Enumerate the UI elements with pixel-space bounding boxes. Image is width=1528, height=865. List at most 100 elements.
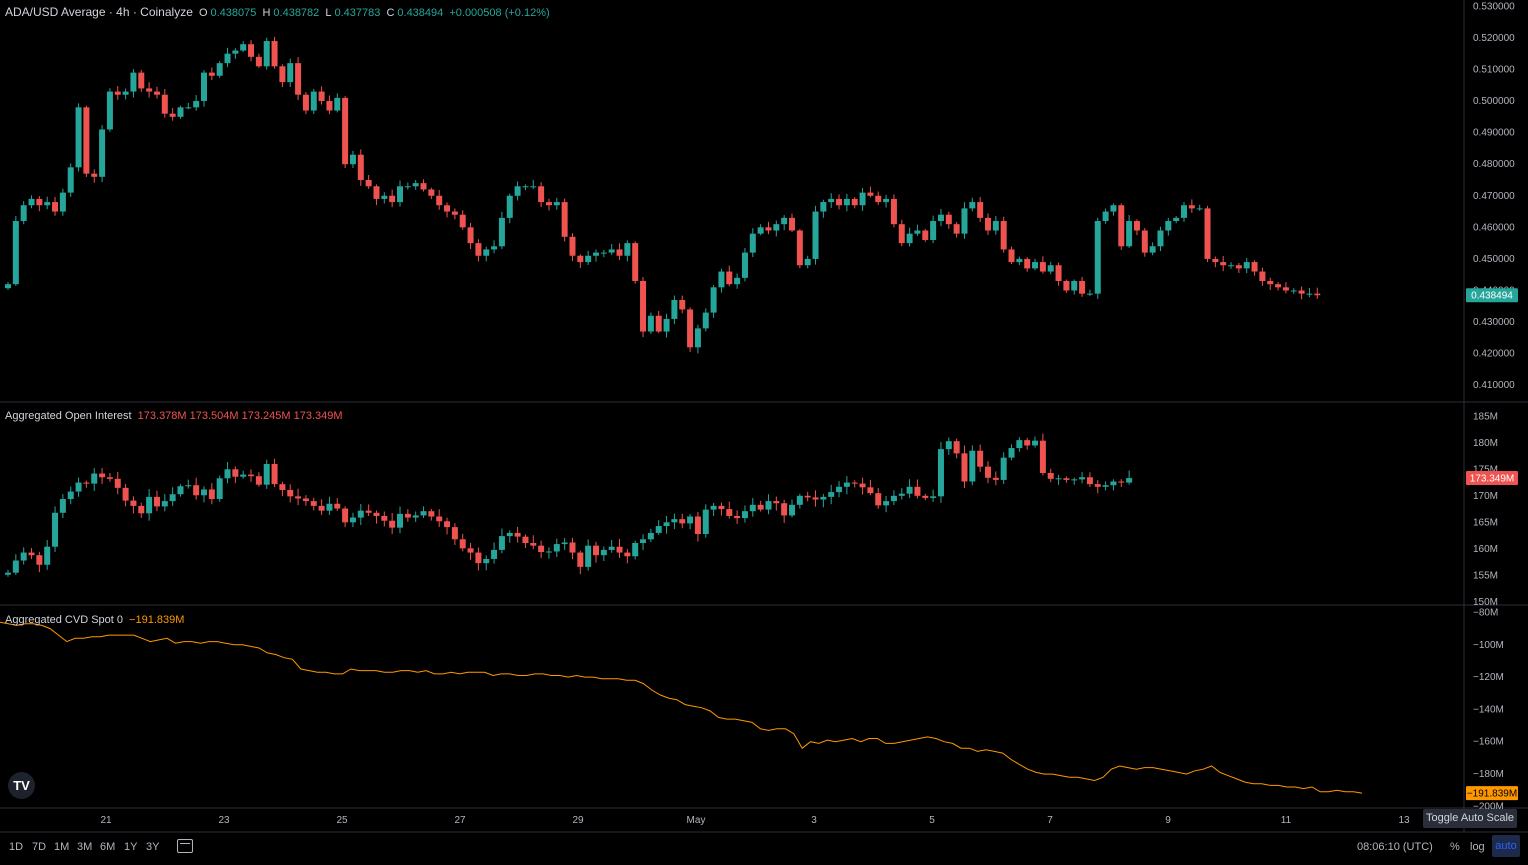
oi-candle[interactable] bbox=[349, 512, 356, 528]
oi-candle[interactable] bbox=[459, 533, 466, 552]
price-candle[interactable] bbox=[655, 311, 662, 334]
price-candle[interactable] bbox=[451, 208, 458, 220]
oi-candle[interactable] bbox=[593, 541, 599, 563]
price-candle[interactable] bbox=[59, 188, 66, 216]
price-candle[interactable] bbox=[412, 180, 419, 190]
price-candle[interactable] bbox=[992, 215, 999, 235]
price-candle[interactable] bbox=[1086, 289, 1093, 296]
oi-candle[interactable] bbox=[467, 542, 474, 560]
oi-candle[interactable] bbox=[608, 539, 615, 553]
oi-candle[interactable] bbox=[75, 477, 82, 497]
price-candle[interactable] bbox=[99, 125, 106, 183]
price-candle[interactable] bbox=[1063, 279, 1070, 293]
price-candle[interactable] bbox=[1032, 258, 1039, 271]
price-candle[interactable] bbox=[146, 82, 153, 98]
price-candle[interactable] bbox=[828, 193, 835, 208]
oi-candle[interactable] bbox=[969, 445, 976, 486]
price-candle[interactable] bbox=[5, 281, 11, 290]
oi-candle[interactable] bbox=[444, 517, 451, 535]
oi-candle[interactable] bbox=[185, 479, 192, 489]
oi-candle[interactable] bbox=[632, 540, 639, 560]
oi-candle[interactable] bbox=[1079, 472, 1086, 484]
range-1d-button[interactable]: 1D bbox=[9, 841, 24, 853]
oi-candle[interactable] bbox=[828, 484, 835, 505]
oi-candle[interactable] bbox=[734, 510, 741, 524]
oi-candle[interactable] bbox=[20, 547, 27, 565]
oi-candle[interactable] bbox=[765, 494, 772, 515]
oi-candle[interactable] bbox=[718, 502, 725, 516]
oi-candle[interactable] bbox=[655, 520, 662, 535]
oi-candle[interactable] bbox=[44, 539, 51, 570]
price-candle[interactable] bbox=[773, 220, 780, 237]
oi-candle[interactable] bbox=[451, 523, 458, 545]
price-candle[interactable] bbox=[1055, 262, 1062, 286]
oi-candle[interactable] bbox=[600, 546, 607, 562]
oi-candle[interactable] bbox=[83, 480, 90, 488]
oi-candle[interactable] bbox=[342, 506, 349, 528]
oi-candle[interactable] bbox=[530, 535, 537, 550]
oi-candle[interactable] bbox=[585, 539, 592, 571]
price-pane[interactable] bbox=[5, 36, 1321, 354]
tradingview-logo-icon[interactable]: TV bbox=[8, 772, 35, 799]
oi-candle[interactable] bbox=[263, 459, 270, 489]
price-candle[interactable] bbox=[295, 57, 302, 101]
price-candle[interactable] bbox=[1181, 201, 1187, 222]
price-candle[interactable] bbox=[953, 222, 960, 238]
oi-candle[interactable] bbox=[310, 497, 317, 511]
oi-candle[interactable] bbox=[945, 437, 952, 455]
oi-candle[interactable] bbox=[522, 534, 529, 548]
oi-candle[interactable] bbox=[326, 496, 333, 515]
oi-candle[interactable] bbox=[1118, 479, 1125, 488]
price-candle[interactable] bbox=[553, 197, 560, 210]
oi-candle[interactable] bbox=[553, 538, 560, 558]
price-candle[interactable] bbox=[569, 233, 576, 262]
price-candle[interactable] bbox=[326, 95, 333, 114]
price-candle[interactable] bbox=[804, 255, 811, 269]
date-range-calendar-icon[interactable] bbox=[177, 839, 193, 853]
price-candle[interactable] bbox=[1102, 208, 1109, 224]
oi-candle[interactable] bbox=[937, 441, 944, 503]
range-7d-button[interactable]: 7D bbox=[32, 841, 47, 853]
price-candle[interactable] bbox=[397, 180, 403, 207]
oi-candle[interactable] bbox=[1063, 476, 1070, 483]
oi-candle[interactable] bbox=[59, 494, 66, 519]
oi-candle[interactable] bbox=[961, 445, 968, 488]
oi-candle[interactable] bbox=[577, 550, 584, 575]
price-candle[interactable] bbox=[687, 307, 694, 352]
price-candle[interactable] bbox=[749, 228, 756, 258]
oi-candle[interactable] bbox=[538, 540, 545, 559]
price-candle[interactable] bbox=[969, 197, 976, 212]
oi-candle[interactable] bbox=[52, 506, 59, 552]
oi-candle[interactable] bbox=[1071, 477, 1078, 485]
oi-candle[interactable] bbox=[1086, 472, 1093, 488]
oi-candle[interactable] bbox=[248, 469, 255, 482]
oi-candle[interactable] bbox=[749, 497, 756, 517]
price-candle[interactable] bbox=[663, 313, 670, 338]
price-candle[interactable] bbox=[538, 182, 545, 207]
price-candle[interactable] bbox=[836, 194, 843, 210]
price-candle[interactable] bbox=[467, 223, 474, 249]
price-candle[interactable] bbox=[514, 181, 521, 201]
price-candle[interactable] bbox=[177, 105, 184, 119]
price-candle[interactable] bbox=[1141, 228, 1148, 257]
oi-candle[interactable] bbox=[804, 491, 811, 502]
oi-candle[interactable] bbox=[985, 461, 991, 484]
oi-candle[interactable] bbox=[271, 458, 278, 488]
price-candle[interactable] bbox=[718, 268, 725, 293]
price-candle[interactable] bbox=[44, 196, 51, 210]
price-candle[interactable] bbox=[161, 89, 168, 118]
price-candle[interactable] bbox=[114, 86, 121, 100]
oi-candle[interactable] bbox=[875, 487, 882, 509]
price-candle[interactable] bbox=[585, 250, 592, 265]
price-candle[interactable] bbox=[1204, 205, 1211, 263]
price-candle[interactable] bbox=[1039, 256, 1046, 274]
oi-candle[interactable] bbox=[710, 503, 717, 517]
price-candle[interactable] bbox=[1188, 199, 1195, 213]
price-candle[interactable] bbox=[616, 243, 623, 261]
price-candle[interactable] bbox=[1267, 277, 1274, 290]
price-candle[interactable] bbox=[491, 240, 498, 254]
price-candle[interactable] bbox=[381, 192, 388, 204]
price-candle[interactable] bbox=[1094, 217, 1101, 299]
price-candle[interactable] bbox=[302, 92, 309, 115]
price-candle[interactable] bbox=[757, 224, 764, 236]
